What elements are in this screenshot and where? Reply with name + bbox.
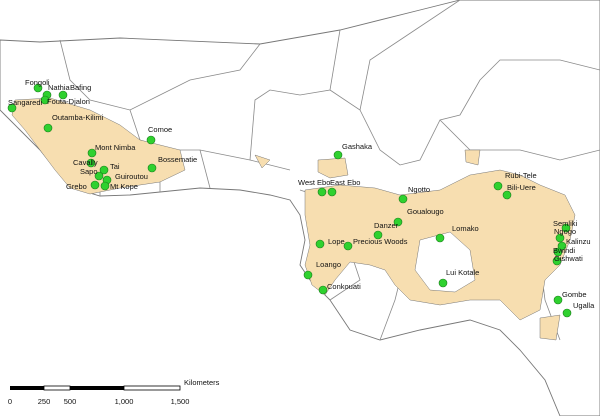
site-label: Lui Kotale xyxy=(446,268,479,277)
scale-segment xyxy=(123,385,181,391)
site-marker xyxy=(86,158,96,168)
site-marker xyxy=(502,190,512,200)
site-marker xyxy=(561,223,571,233)
site-label: Lomako xyxy=(452,224,479,233)
site-label: Bafing xyxy=(70,83,91,92)
site-label: Ngotto xyxy=(408,185,430,194)
site-label: Gombe xyxy=(562,290,587,299)
site-label: Bossematie xyxy=(158,155,197,164)
site-marker xyxy=(438,278,448,288)
scale-segment xyxy=(43,385,71,391)
site-label: Outamba-Kilimi xyxy=(52,113,104,122)
site-label: Gishwati xyxy=(554,254,583,263)
site-marker xyxy=(100,181,110,191)
site-label: Precious Woods xyxy=(353,237,408,246)
site-label: Fouta-Djalon xyxy=(47,97,90,106)
site-marker xyxy=(555,233,565,243)
site-marker xyxy=(7,103,17,113)
site-marker xyxy=(58,90,68,100)
site-label: Bili-Uere xyxy=(507,183,536,192)
scale-label: 1,500 xyxy=(171,397,190,406)
scale-label: 1,000 xyxy=(115,397,134,406)
site-marker xyxy=(94,171,104,181)
site-marker xyxy=(327,187,337,197)
site-marker xyxy=(553,295,563,305)
site-marker xyxy=(317,187,327,197)
site-label: Sangaredi xyxy=(8,98,43,107)
site-label: East Ebo xyxy=(330,178,360,187)
site-marker xyxy=(33,83,43,93)
site-label: Goualougo xyxy=(407,207,444,216)
site-marker xyxy=(557,241,567,251)
site-marker xyxy=(146,135,156,145)
scale-segment xyxy=(10,386,44,390)
site-marker xyxy=(393,217,403,227)
site-marker xyxy=(318,285,328,295)
scale-segment xyxy=(70,386,124,390)
scale-bar: 0 250 500 1,000 1,500 Kilometers xyxy=(8,378,220,406)
scale-unit: Kilometers xyxy=(184,378,220,387)
site-marker xyxy=(303,270,313,280)
site-marker xyxy=(435,233,445,243)
site-marker xyxy=(333,150,343,160)
site-label: Nathia xyxy=(48,83,71,92)
site-label: Rubi-Tele xyxy=(505,171,537,180)
site-marker xyxy=(87,148,97,158)
site-marker xyxy=(40,95,50,105)
site-label: Mont Nimba xyxy=(95,143,136,152)
site-marker xyxy=(90,180,100,190)
site-marker xyxy=(562,308,572,318)
site-label: Semliki xyxy=(553,219,578,228)
site-label: Bwindi xyxy=(553,246,575,255)
site-label: Mt Kope xyxy=(110,182,138,191)
site-label: Conkouati xyxy=(327,282,361,291)
site-marker xyxy=(315,239,325,249)
site-label: Comoe xyxy=(148,125,172,134)
site-label: Gashaka xyxy=(342,142,373,151)
site-label: Guiroutou xyxy=(115,172,148,181)
site-label: Tai xyxy=(110,162,120,171)
site-label: Danzer xyxy=(374,221,399,230)
site-label: Loango xyxy=(316,260,341,269)
site-marker xyxy=(373,230,383,240)
site-marker xyxy=(99,165,109,175)
site-marker xyxy=(398,194,408,204)
site-label: Kalinzu xyxy=(566,237,591,246)
site-marker xyxy=(553,247,563,257)
site-label: Cavally xyxy=(73,158,98,167)
site-label: Ugalla xyxy=(573,301,595,310)
scale-label: 250 xyxy=(38,397,51,406)
site-label: Grebo xyxy=(66,182,87,191)
scale-label: 500 xyxy=(64,397,77,406)
site-marker xyxy=(552,256,562,266)
site-label: Lope xyxy=(328,237,345,246)
site-label: Ngogo xyxy=(554,227,576,236)
scale-label: 0 xyxy=(8,397,12,406)
ranges xyxy=(11,97,576,341)
site-label: Fongoli xyxy=(25,78,50,87)
site-marker xyxy=(493,181,503,191)
site-marker xyxy=(147,163,157,173)
site-label: Sapo xyxy=(80,167,98,176)
site-marker xyxy=(43,123,53,133)
site-marker xyxy=(343,241,353,251)
site-label: West Ebo xyxy=(298,178,330,187)
